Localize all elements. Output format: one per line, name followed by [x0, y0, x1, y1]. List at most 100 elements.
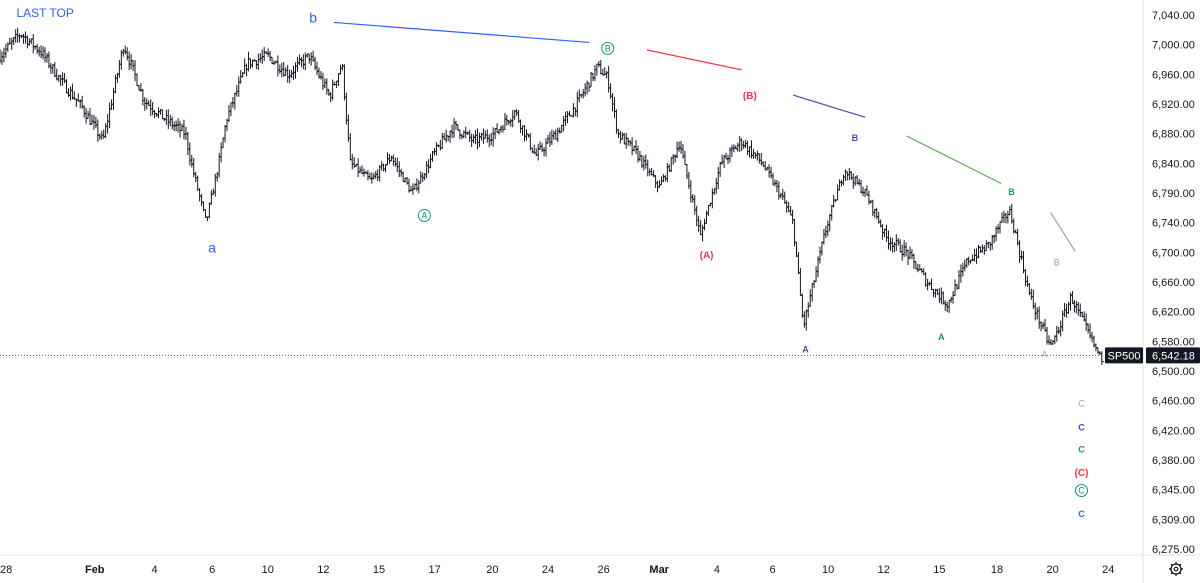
ohlc-bar — [21, 33, 26, 44]
wave-label-circled: B — [601, 41, 615, 55]
ohlc-bar — [391, 154, 396, 166]
ohlc-bar — [870, 199, 875, 217]
ohlc-bar — [248, 58, 253, 69]
x-tick-label: 6 — [769, 564, 775, 576]
ohlc-bar — [140, 88, 145, 106]
ohlc-bar — [268, 50, 273, 62]
x-tick-label: 20 — [486, 564, 498, 576]
ohlc-bar — [483, 130, 488, 139]
ohlc-bar — [463, 126, 468, 139]
ohlc-bar — [481, 128, 486, 144]
ohlc-bar — [211, 188, 216, 195]
ohlc-bar — [684, 164, 689, 179]
ohlc-bar — [207, 202, 212, 219]
ohlc-bar — [1025, 275, 1030, 287]
ohlc-bar — [258, 53, 263, 63]
ohlc-bar — [845, 171, 850, 181]
ohlc-bar — [741, 140, 746, 149]
ohlc-bar — [350, 154, 355, 170]
y-tick-label: 6,275.00 — [1152, 544, 1195, 556]
ohlc-bar — [189, 154, 194, 168]
ohlc-bar — [788, 206, 793, 216]
wave-line — [792, 94, 866, 118]
ohlc-bar — [814, 266, 819, 283]
ohlc-bar — [330, 79, 335, 101]
ohlc-bar — [735, 142, 740, 152]
chart-controls[interactable] — [1169, 562, 1183, 576]
ohlc-bar — [706, 204, 711, 217]
wave-label-circled: A — [417, 209, 431, 223]
ohlc-bar — [1056, 327, 1061, 335]
ohlc-bar — [698, 220, 703, 236]
ohlc-bar — [289, 69, 294, 79]
x-tick-label: Mar — [649, 564, 669, 576]
y-tick-label: 6,309.00 — [1152, 514, 1195, 526]
ohlc-bar — [694, 205, 699, 227]
ohlc-bar — [859, 179, 864, 194]
ohlc-bar — [209, 190, 214, 205]
y-tick-label: 6,580.00 — [1152, 336, 1195, 348]
ohlc-bar — [322, 78, 327, 89]
ohlc-bar — [442, 133, 447, 140]
ohlc-bar — [27, 38, 32, 46]
ohlc-bar — [246, 51, 251, 72]
ohlc-bar — [590, 72, 595, 82]
gear-icon[interactable] — [1169, 562, 1183, 576]
wave-label-text: A — [421, 211, 427, 221]
ohlc-bar — [223, 124, 228, 143]
ohlc-bar — [101, 129, 106, 139]
ohlc-bar — [540, 143, 545, 153]
ohlc-bar — [416, 180, 421, 194]
time-axis[interactable]: 28 Feb 4 6 10 12 15 17 20 24 26 Mar 4 6 10 12 15 18 20 24 — [0, 554, 1200, 576]
ohlc-bar — [937, 288, 942, 303]
wave-label: LAST TOP — [16, 6, 73, 20]
ohlc-bar — [228, 102, 233, 117]
ohlc-bar — [690, 194, 695, 203]
x-tick-label: 26 — [597, 564, 609, 576]
ohlc-bar — [197, 188, 202, 202]
ohlc-bar — [990, 234, 995, 250]
ohlc-bar — [52, 61, 57, 78]
ohlc-bar — [890, 237, 895, 253]
ohlc-bar — [475, 128, 480, 150]
price-axis[interactable]: 7,040.00 7,000.00 6,960.00 6,920.00 6,880.00… — [1105, 0, 1200, 583]
x-tick-label: 24 — [1102, 564, 1114, 576]
wave-label: C — [1078, 445, 1085, 455]
ohlc-bar — [395, 157, 400, 173]
ohlc-bar — [745, 140, 750, 156]
ohlc-bar — [874, 207, 879, 220]
ohlc-bar — [315, 61, 320, 76]
ohlc-bar — [1070, 291, 1075, 304]
ohlc-bar — [199, 194, 204, 207]
x-tick-label: 28 — [0, 564, 12, 576]
ohlc-bar — [778, 192, 783, 199]
ohlc-bar — [307, 53, 312, 64]
ohlc-bar — [538, 141, 543, 150]
ohlc-bar — [328, 91, 333, 103]
ohlc-bar — [303, 52, 308, 71]
ohlc-bar — [461, 130, 466, 139]
ohlc-bar — [902, 240, 907, 257]
ohlc-bar — [755, 150, 760, 161]
ohlc-bar — [121, 48, 126, 57]
ohlc-bar — [1074, 300, 1079, 314]
ohlc-bar — [244, 63, 249, 77]
ohlc-bar — [919, 268, 924, 273]
ohlc-bar — [440, 132, 445, 150]
ohlc-bar — [675, 141, 680, 159]
ohlc-bar — [671, 154, 676, 165]
ohlc-bar — [951, 291, 956, 304]
ohlc-bar — [1099, 351, 1104, 365]
ohlc-bar — [172, 121, 177, 132]
x-tick-label: 17 — [429, 564, 441, 576]
ohlc-bar — [93, 116, 98, 128]
ohlc-bar — [947, 299, 952, 314]
y-tick-label: 6,740.00 — [1152, 218, 1195, 230]
ohlc-bar — [1, 47, 6, 63]
ohlc-bar — [105, 114, 110, 134]
ohlc-bar — [1001, 210, 1006, 223]
ohlc-bar — [776, 181, 781, 200]
ohlc-bar — [334, 80, 339, 89]
